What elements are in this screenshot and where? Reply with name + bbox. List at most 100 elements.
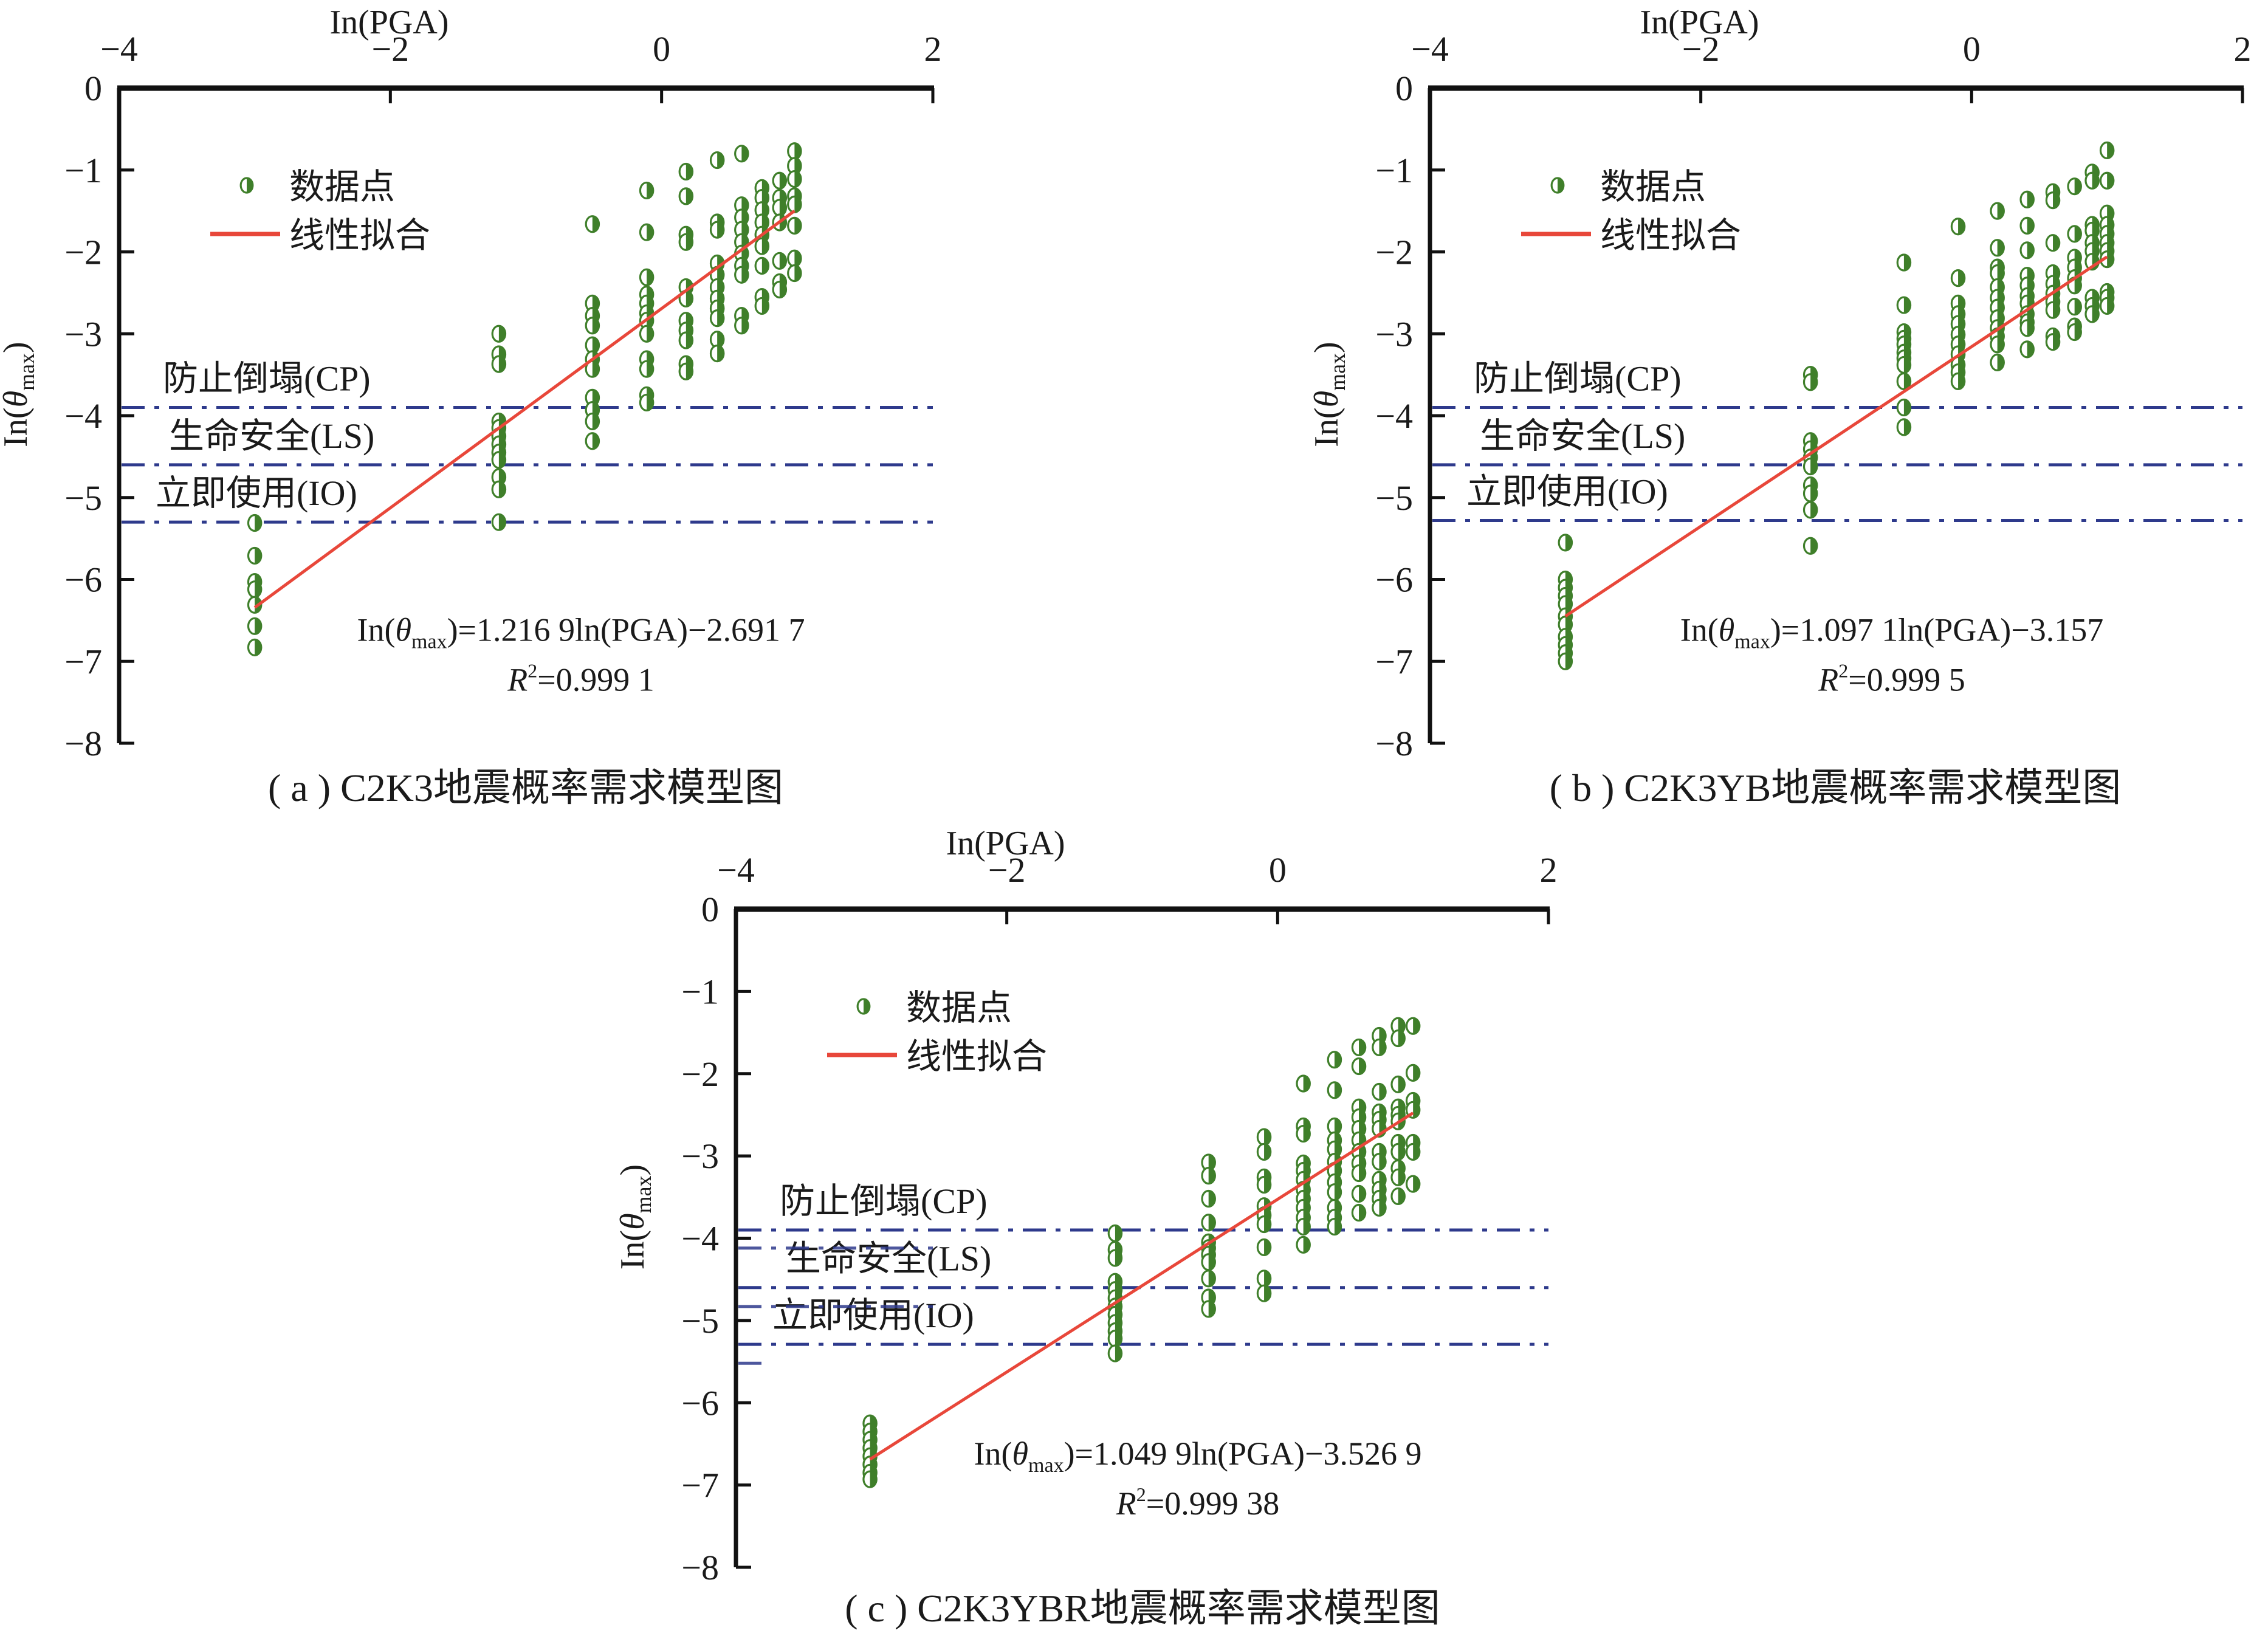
fit-equation: In(θmax)=1.049 9ln(PGA)−3.526 9	[974, 1435, 1422, 1477]
marker-fill	[2107, 142, 2114, 159]
data-point	[1896, 372, 1912, 391]
data-point	[787, 170, 802, 188]
marker-fill	[498, 514, 506, 531]
data-point	[709, 221, 725, 239]
marker-fill	[794, 158, 802, 174]
y-tick-label: −6	[1375, 560, 1413, 600]
marker-fill	[255, 639, 261, 656]
marker-fill	[1359, 1058, 1366, 1074]
data-point	[734, 145, 749, 163]
x-tick-label: 2	[2234, 29, 2252, 69]
data-point	[754, 256, 770, 275]
marker-fill	[2027, 218, 2034, 234]
data-point	[1107, 1224, 1123, 1242]
marker-fill	[1997, 336, 2004, 352]
data-point	[2099, 141, 2115, 160]
data-point	[678, 233, 694, 251]
marker-fill	[1903, 373, 1911, 390]
data-point	[1351, 1203, 1367, 1222]
marker-fill	[779, 173, 786, 189]
data-point	[2099, 250, 2115, 269]
data-point	[1950, 372, 1966, 391]
panel-c: −4 −2 0 2 0 −1 −2 −3 −4 −5 −6 −7 −8 In(PGA) In(θmax) 防止…	[614, 825, 1558, 1630]
marker-fill	[779, 199, 786, 216]
caption-a: ( a ) C2K3地震概率需求模型图	[268, 766, 783, 809]
marker-fill	[1303, 1075, 1310, 1091]
marker-fill	[686, 234, 693, 250]
y-tick-label: −8	[681, 1548, 719, 1587]
marker-fill	[592, 317, 599, 334]
data-point	[678, 362, 694, 380]
data-point	[2045, 191, 2061, 210]
marker-fill	[1264, 1216, 1271, 1232]
x-tick-label: 2	[924, 29, 942, 69]
data-point	[639, 360, 655, 378]
data-point	[787, 195, 802, 213]
marker-fill	[717, 222, 724, 238]
data-point	[585, 215, 600, 233]
marker-fill	[1903, 357, 1911, 373]
marker-fill	[647, 394, 653, 411]
data-point	[1372, 1153, 1387, 1171]
data-point	[1990, 239, 2005, 257]
data-point	[247, 638, 263, 656]
x-tick-label: −2	[988, 850, 1026, 890]
data-point	[1327, 1051, 1342, 1069]
fit-line	[869, 1112, 1414, 1461]
marker-fill	[1398, 1169, 1405, 1186]
data-point	[1802, 484, 1818, 503]
r-squared: R2=0.999 5	[1818, 660, 1965, 698]
marker-fill	[1810, 538, 1817, 554]
limit-label-io: 立即使用(IO)	[1466, 472, 1668, 511]
marker-fill	[2092, 173, 2099, 189]
marker-fill	[1208, 1254, 1215, 1270]
data-point	[754, 297, 770, 315]
data-point	[709, 151, 725, 170]
fit-equation: In(θmax)=1.097 1ln(PGA)−3.157	[1680, 612, 2103, 653]
marker-fill	[1958, 218, 1965, 235]
x-tick-label: −4	[717, 850, 755, 890]
data-point	[639, 268, 655, 286]
marker-fill	[1208, 1270, 1215, 1287]
marker-fill	[761, 238, 769, 255]
panel-a: −4 −2 0 2 0 −1 −2 −3 −4 −5 −6 −7 −8 In(PGA) In(θmax) 防止…	[0, 4, 942, 809]
marker-fill	[2053, 302, 2060, 318]
y-tick-label: −4	[681, 1219, 719, 1259]
data-point	[1372, 1198, 1387, 1217]
data-point	[1802, 373, 1818, 391]
marker-fill	[1810, 486, 1817, 502]
marker-fill	[761, 298, 769, 314]
marker-fill	[2074, 225, 2081, 242]
data-point	[1256, 1238, 1272, 1256]
data-point	[1990, 353, 2005, 372]
marker-fill	[1997, 265, 2004, 281]
marker-fill	[779, 281, 786, 298]
marker-fill	[1264, 1144, 1271, 1160]
data-point	[2067, 323, 2082, 342]
marker-fill	[1208, 1191, 1215, 1207]
data-point	[2084, 171, 2100, 190]
data-point	[2045, 333, 2061, 351]
marker-fill	[255, 618, 261, 634]
y-tick-label: −8	[1375, 724, 1413, 763]
marker-fill	[1379, 1200, 1386, 1216]
data-point	[1256, 1175, 1272, 1194]
data-point	[1896, 398, 1912, 417]
marker-fill	[1413, 1018, 1420, 1034]
data-point	[1351, 1164, 1367, 1183]
marker-fill	[647, 182, 653, 199]
marker-fill	[1810, 501, 1817, 518]
data-point	[1950, 269, 1966, 287]
legend-fit-label: 线性拟合	[906, 1037, 1047, 1076]
marker-fill	[1398, 1030, 1405, 1046]
data-point	[1990, 202, 2005, 220]
marker-fill	[1558, 178, 1564, 193]
data-point	[772, 199, 788, 217]
data-point	[491, 355, 507, 373]
data-point	[1256, 1142, 1272, 1161]
y-tick-label: 0	[1395, 69, 1413, 108]
legend-fit-label: 线性拟合	[289, 216, 430, 255]
data-point	[787, 264, 802, 283]
y-tick-label: −7	[681, 1466, 719, 1505]
data-point	[2067, 298, 2082, 316]
